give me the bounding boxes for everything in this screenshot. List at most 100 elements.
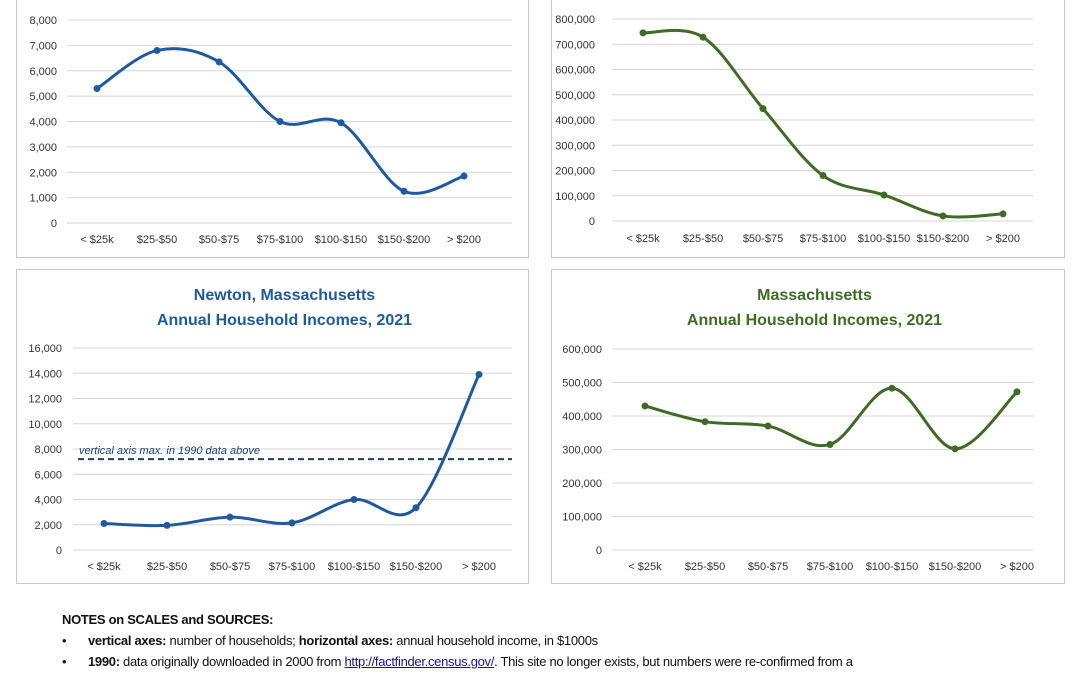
y-tick-label: 5,000: [29, 91, 57, 103]
series-line: [103, 373, 481, 528]
y-tick-label: 100,000: [562, 512, 602, 524]
x-tick-label: $150-$200: [929, 561, 982, 573]
x-tick-label: $150-$200: [390, 561, 443, 573]
note-text: data originally downloaded in 2000 from: [119, 654, 345, 669]
x-tick-label: $75-$100: [269, 561, 316, 573]
data-point: [826, 440, 834, 448]
data-point: [999, 210, 1007, 218]
chart-title: Newton, Massachusetts: [194, 287, 375, 304]
data-point: [699, 33, 707, 41]
x-tick-label: $100-$150: [315, 234, 368, 246]
x-tick-label: $75-$100: [257, 234, 304, 246]
data-point: [350, 496, 358, 503]
y-tick-label: 3,000: [29, 142, 57, 154]
y-tick-label: 400,000: [555, 115, 595, 127]
x-tick-label: $25-$50: [147, 561, 187, 573]
data-point: [880, 191, 888, 199]
y-tick-label: 8,000: [29, 15, 57, 27]
series-line: [644, 386, 1019, 451]
x-tick-label: > $200: [447, 234, 481, 246]
data-point: [701, 418, 709, 426]
y-tick-label: 0: [589, 216, 595, 228]
data-point: [337, 119, 345, 127]
data-point: [764, 422, 772, 430]
y-tick-label: 0: [56, 545, 62, 557]
y-tick-label: 14,000: [28, 368, 62, 380]
x-tick-label: > $200: [1000, 561, 1034, 573]
chart-panel-newton-1990: [16, 0, 529, 258]
notes-section: NOTES on SCALES and SOURCES: vertical ax…: [62, 612, 853, 675]
y-tick-label: 4,000: [29, 117, 57, 129]
y-tick-label: 1,000: [29, 193, 57, 205]
data-point: [400, 187, 408, 195]
chart-title: Annual Household Incomes, 2021: [157, 312, 412, 329]
x-tick-label: $50-$75: [743, 233, 783, 245]
x-tick-label: < $25k: [80, 234, 114, 246]
data-point: [951, 445, 959, 453]
data-point: [163, 521, 171, 529]
y-tick-label: 2,000: [34, 520, 62, 532]
data-point: [412, 504, 420, 512]
y-tick-label: 7,000: [29, 40, 57, 52]
y-tick-label: 300,000: [555, 140, 595, 152]
y-tick-label: 2,000: [29, 167, 57, 179]
charts-canvas: 0 1,000 2,000 3,000 4,000 5,000 6,000 7,000 8,00…: [28, 14, 1034, 573]
y-tick-label: 0: [51, 218, 57, 230]
data-point: [226, 513, 234, 521]
note-bold: 1990:: [88, 654, 120, 669]
data-point: [153, 46, 161, 54]
factfinder-link[interactable]: http://factfinder.census.gov/: [344, 654, 495, 669]
data-point: [641, 402, 649, 410]
note-bold: vertical axes:: [88, 633, 167, 648]
note-text: number of households;: [166, 633, 299, 648]
x-tick-label: $50-$75: [748, 561, 788, 573]
y-tick-label: 500,000: [562, 378, 602, 390]
data-point: [460, 172, 468, 180]
y-tick-label: 6,000: [34, 469, 62, 481]
series-line: [642, 28, 1004, 219]
chart-title: Annual Household Incomes, 2021: [687, 312, 942, 329]
data-point: [288, 519, 296, 527]
x-tick-label: $100-$150: [866, 561, 919, 573]
note-text: . This site no longer exists, but number…: [494, 654, 853, 669]
data-point: [819, 172, 827, 180]
x-tick-label: $50-$75: [210, 561, 250, 573]
y-tick-label: 6,000: [29, 66, 57, 78]
note-axes: vertical axes: number of households; hor…: [62, 633, 853, 648]
y-tick-label: 0: [596, 545, 602, 557]
y-tick-label: 800,000: [555, 14, 595, 26]
x-tick-label: $25-$50: [683, 233, 723, 245]
x-tick-label: $100-$150: [328, 561, 381, 573]
data-point: [939, 212, 947, 220]
y-tick-label: 300,000: [562, 445, 602, 457]
y-tick-label: 16,000: [28, 343, 62, 355]
x-tick-label: > $200: [462, 561, 496, 573]
y-tick-label: 12,000: [28, 394, 62, 406]
data-point: [888, 384, 896, 392]
y-tick-label: 8,000: [34, 444, 62, 456]
data-point: [639, 29, 647, 37]
x-tick-label: $50-$75: [199, 234, 239, 246]
chart-panel-massachusetts-2021: [551, 269, 1065, 584]
x-tick-label: $25-$50: [137, 234, 177, 246]
y-tick-label: 600,000: [562, 344, 602, 356]
x-tick-label: $150-$200: [917, 233, 970, 245]
x-tick-label: $150-$200: [378, 234, 431, 246]
y-tick-label: 4,000: [34, 495, 62, 507]
data-point: [475, 371, 483, 379]
y-tick-label: 200,000: [562, 478, 602, 490]
notes-heading: NOTES on SCALES and SOURCES:: [62, 612, 274, 627]
y-tick-label: 700,000: [555, 39, 595, 51]
y-tick-label: 10,000: [28, 419, 62, 431]
data-point: [1013, 388, 1021, 396]
y-tick-label: 600,000: [555, 65, 595, 77]
data-point: [759, 105, 767, 113]
y-tick-label: 400,000: [562, 411, 602, 423]
x-tick-label: $75-$100: [800, 233, 847, 245]
note-bold: horizontal axes:: [298, 633, 393, 648]
note-text: annual household income, in $1000s: [392, 633, 598, 648]
x-tick-label: < $25k: [87, 561, 121, 573]
data-point: [276, 118, 284, 125]
reference-line-label: vertical axis max. in 1990 data above: [79, 445, 260, 457]
x-tick-label: $75-$100: [807, 561, 854, 573]
